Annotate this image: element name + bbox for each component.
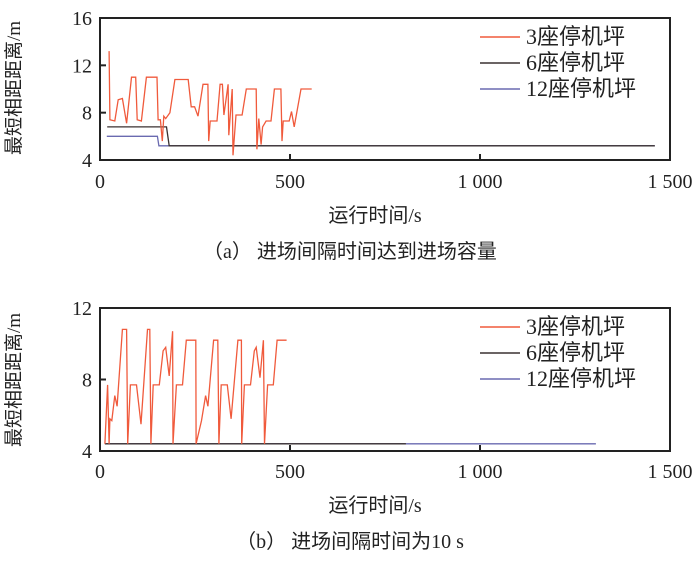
series-line — [104, 328, 287, 444]
x-tick-label: 1 000 — [458, 461, 503, 483]
series-line — [108, 51, 312, 156]
legend-label: 6座停机坪 — [526, 50, 625, 75]
y-axis-label: 最短相距距离/m — [3, 313, 25, 447]
chart-caption: （b） 进场间隔时间为10 s — [236, 530, 464, 553]
x-tick-label: 500 — [275, 171, 305, 193]
y-tick-label: 4 — [82, 441, 92, 463]
x-tick-label: 1 000 — [458, 171, 503, 193]
x-tick-label: 0 — [95, 461, 105, 483]
y-tick-label: 8 — [82, 103, 92, 125]
y-tick-label: 16 — [72, 8, 92, 30]
x-axis-label: 运行时间/s — [328, 494, 422, 517]
x-axis-label: 运行时间/s — [328, 204, 422, 227]
y-tick-label: 12 — [72, 298, 92, 320]
x-tick-label: 1 500 — [648, 461, 693, 483]
chart-b: 0 500 1 000 1 500 4 8 12 运行时间/s 最短相距距离/m （b） 进场间隔… — [3, 298, 693, 553]
y-tick-label: 12 — [72, 55, 92, 77]
series-line — [106, 135, 655, 147]
legend-label: 12座停机坪 — [526, 76, 636, 101]
y-axis-label: 最短相距距离/m — [3, 21, 25, 155]
chart-a: 0 500 1 000 1 500 4 8 12 16 运行时间/s 最短相距距离/m （a） 进场… — [3, 8, 693, 263]
series-line — [107, 126, 655, 147]
plot-frame — [99, 17, 671, 161]
legend-label: 3座停机坪 — [526, 24, 625, 49]
x-tick-label: 0 — [95, 171, 105, 193]
legend-label: 12座停机坪 — [526, 366, 636, 391]
chart-caption: （a） 进场间隔时间达到进场容量 — [203, 240, 497, 263]
legend-label: 6座停机坪 — [526, 340, 625, 365]
legend-label: 3座停机坪 — [526, 314, 625, 339]
x-tick-label: 500 — [275, 461, 305, 483]
y-tick-label: 8 — [82, 370, 92, 392]
x-tick-label: 1 500 — [648, 171, 693, 193]
y-tick-label: 4 — [82, 150, 92, 172]
